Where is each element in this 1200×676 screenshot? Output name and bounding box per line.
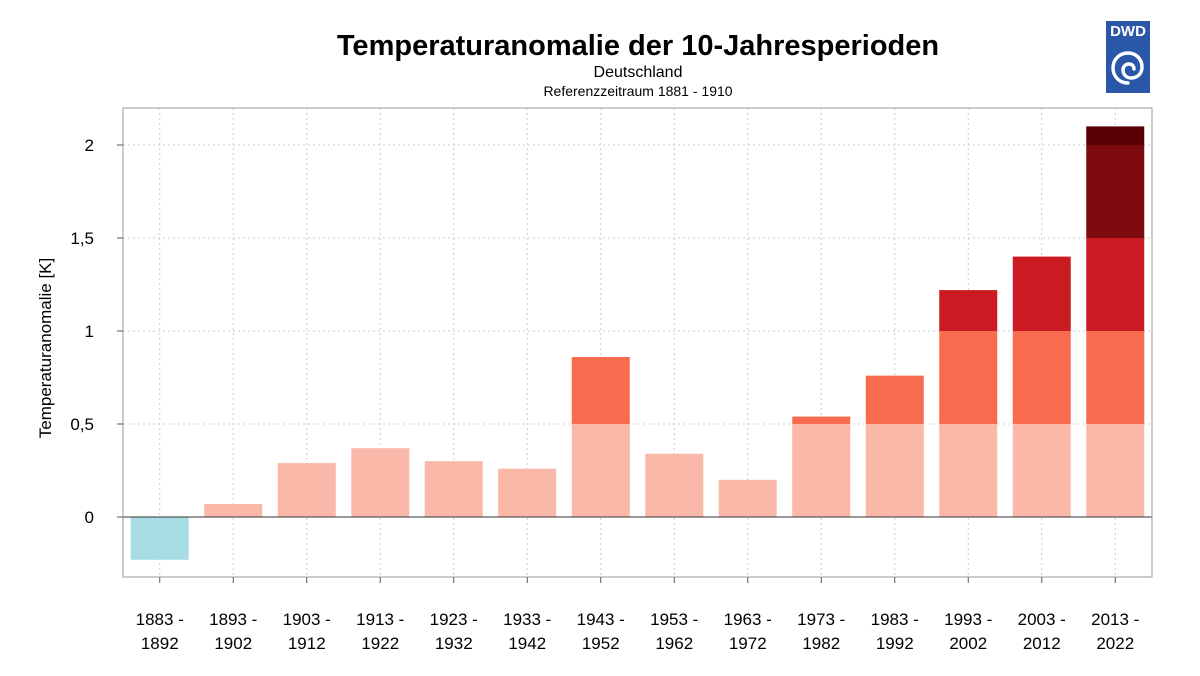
x-tick-label: 2012 [1023, 634, 1061, 653]
x-tick-label: 1972 [729, 634, 767, 653]
bar [792, 416, 851, 517]
axes [117, 107, 1153, 583]
x-tick-label: 1903 - [283, 610, 331, 629]
chart-subtitle: Deutschland [593, 64, 683, 81]
bar [1086, 126, 1145, 517]
bar [277, 463, 336, 517]
x-tick-label: 1923 - [430, 610, 478, 629]
bar-segment [939, 424, 998, 517]
x-tick-label: 1962 [655, 634, 693, 653]
x-tick-label: 1953 - [650, 610, 698, 629]
bar [645, 453, 704, 517]
bar-segment [939, 331, 998, 424]
x-tick-label: 1952 [582, 634, 620, 653]
x-tick-label: 2002 [949, 634, 987, 653]
bar-segment [571, 424, 630, 517]
bar-segment [351, 448, 410, 517]
x-tick-label: 1883 - [136, 610, 184, 629]
bar [865, 375, 924, 517]
chart-title: Temperaturanomalie der 10-Jahresperioden [336, 30, 940, 62]
y-tick-label: 0 [85, 508, 94, 527]
bar [424, 461, 483, 517]
x-tick-label: 1973 - [797, 610, 845, 629]
bar [130, 517, 189, 560]
bar [571, 357, 630, 517]
bar-segment [645, 453, 704, 517]
y-tick-label: 1,5 [70, 229, 94, 248]
x-tick-label: 2003 - [1018, 610, 1066, 629]
x-tick-label: 1963 - [724, 610, 772, 629]
tick-labels: 1883 - 1892 1893 - 1902 1903 - 1912 1913 - 1922… [70, 136, 1139, 653]
bar-segment [204, 503, 263, 517]
bar-segment-negative [130, 517, 189, 560]
bar-segment [1012, 424, 1071, 517]
bar-segment [792, 416, 851, 424]
dwd-logo-text: DWD [1110, 23, 1146, 40]
bar [204, 503, 263, 517]
bar-segment [792, 424, 851, 517]
bar-segment [571, 357, 630, 424]
x-tick-label: 1983 - [871, 610, 919, 629]
x-tick-label: 1912 [288, 634, 326, 653]
bar-segment [1086, 331, 1145, 424]
x-tick-label: 2013 - [1091, 610, 1139, 629]
x-tick-label: 1913 - [356, 610, 404, 629]
bar [498, 468, 557, 517]
grid-lines [123, 108, 1152, 577]
plot-border [122, 107, 1153, 578]
bar-segment [1012, 331, 1071, 424]
x-tick-label: 1922 [361, 634, 399, 653]
dwd-swirl-icon [1111, 51, 1144, 85]
y-tick-label: 2 [85, 136, 94, 155]
x-tick-label: 1932 [435, 634, 473, 653]
x-tick-label: 2022 [1096, 634, 1134, 653]
y-tick-label: 0,5 [70, 415, 94, 434]
bar-segment [718, 479, 777, 517]
bar-segment [865, 424, 924, 517]
reference-period: Referenzzeitraum 1881 - 1910 [543, 83, 733, 99]
bar-segment [277, 463, 336, 517]
bar-segment [1086, 238, 1145, 331]
bar [718, 479, 777, 517]
x-tick-label: 1943 - [577, 610, 625, 629]
x-tick-label: 1892 [141, 634, 179, 653]
bar-segment [1086, 145, 1145, 238]
dwd-logo: DWD [1106, 21, 1150, 93]
bar-segment [498, 468, 557, 517]
bar-segment [1086, 424, 1145, 517]
x-tick-label: 1982 [802, 634, 840, 653]
x-tick-label: 1942 [508, 634, 546, 653]
bar [351, 448, 410, 517]
x-tick-label: 1902 [214, 634, 252, 653]
bar-segment [865, 375, 924, 424]
x-tick-label: 1893 - [209, 610, 257, 629]
bar [939, 290, 998, 517]
x-tick-label: 1992 [876, 634, 914, 653]
bar-segment [939, 290, 998, 331]
y-tick-label: 1 [85, 322, 94, 341]
x-tick-label: 1933 - [503, 610, 551, 629]
bar-segment [424, 461, 483, 517]
bar-segment [1086, 126, 1145, 145]
x-tick-label: 1993 - [944, 610, 992, 629]
bar-segment [1012, 256, 1071, 331]
bar [1012, 256, 1071, 517]
bars [130, 126, 1145, 560]
